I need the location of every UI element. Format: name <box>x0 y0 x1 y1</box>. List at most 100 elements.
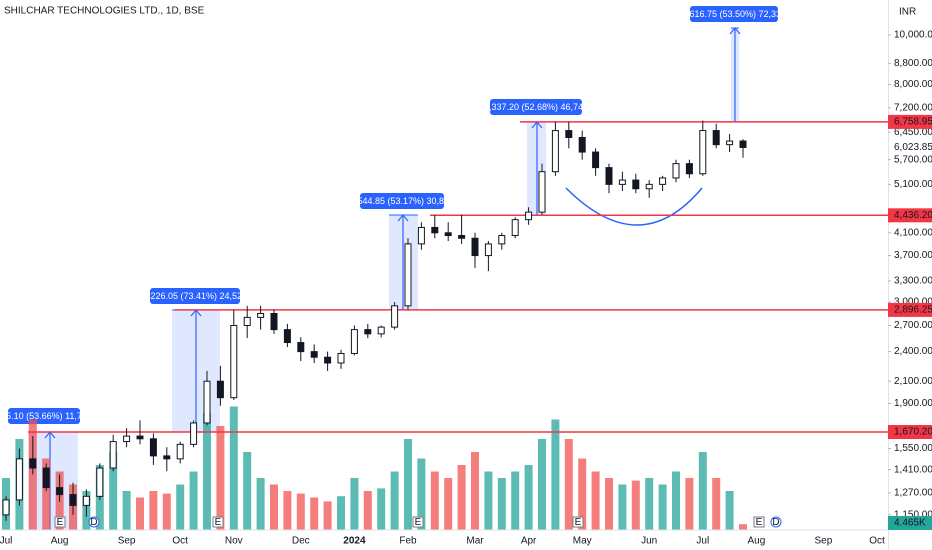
volume-bar <box>256 478 265 530</box>
volume-bar <box>203 413 211 530</box>
x-tick-label: Feb <box>399 536 417 547</box>
volume-bar <box>136 497 144 530</box>
candle-body <box>136 435 144 440</box>
candle-body <box>203 380 211 424</box>
volume-bar <box>229 406 238 530</box>
candle-body <box>190 422 198 445</box>
measures: 585.10 (53.66%) 11,702 1,226.05 (73.41%) … <box>0 6 786 530</box>
y-tick-label: 1,150.00 <box>894 509 932 520</box>
candle-body <box>364 329 372 335</box>
candle-body <box>297 342 305 353</box>
candle-body <box>243 316 251 326</box>
y-tick-label: 4,100.00 <box>894 227 932 238</box>
candle-body <box>337 352 345 364</box>
candle-body <box>498 235 506 245</box>
event-marker <box>88 516 100 528</box>
event-marker <box>753 516 765 528</box>
candle-body <box>511 219 519 237</box>
x-tick-label: May <box>573 536 592 547</box>
volume-label: 4.465K <box>894 518 926 529</box>
volume-bar <box>739 524 747 530</box>
candle-body <box>538 171 546 213</box>
candle-body <box>42 467 50 489</box>
candle-body <box>96 467 104 497</box>
candle-body <box>391 305 399 328</box>
y-tick-label: 5,700.00 <box>894 154 932 165</box>
candle-body <box>123 435 131 443</box>
cup-curve <box>565 187 703 226</box>
candle-body <box>712 130 720 146</box>
candle-body <box>726 140 734 146</box>
level-label-box <box>888 425 932 440</box>
y-tick-label: 3,000.00 <box>894 297 932 308</box>
volume-bar <box>605 478 613 530</box>
volume-bar <box>631 480 640 530</box>
level-label-box <box>888 302 932 317</box>
candle-body <box>163 455 171 460</box>
measure-label-text: 2,337.20 (52.68%) 46,744 <box>484 102 588 112</box>
volume-bar <box>471 452 479 530</box>
volume-bar <box>162 493 171 530</box>
candle-body <box>257 312 265 318</box>
level-label: 6,758.95 <box>894 117 932 128</box>
volume-bar <box>216 426 225 530</box>
event-label: E <box>215 517 222 528</box>
candle-body <box>377 326 385 335</box>
event-label: E <box>57 517 64 528</box>
candle-body <box>699 130 707 175</box>
y-tick-label: 10,000.00 <box>894 30 932 41</box>
candle-body <box>82 495 90 506</box>
measure-label-box <box>690 6 778 22</box>
volume-bar <box>511 471 520 530</box>
volume-bar <box>417 458 426 530</box>
event-label: E <box>575 517 582 528</box>
volume-bar <box>270 484 278 530</box>
volume-bar <box>658 484 667 530</box>
candle-body <box>417 226 425 245</box>
measure-label: 2,337.20 (52.68%) 46,744 <box>484 99 588 115</box>
volume-bar <box>296 493 305 530</box>
measure-label: 3,616.75 (53.50%) 72,335 <box>682 6 786 22</box>
currency: INR <box>899 7 916 18</box>
x-tick-label: Aug <box>51 536 69 547</box>
candle-body <box>444 232 452 237</box>
event-marker <box>770 516 782 528</box>
volume-bar <box>484 471 493 530</box>
candle-body <box>458 235 466 239</box>
candle-body <box>605 167 613 185</box>
x-tick-label: Sep <box>815 536 833 547</box>
level-label-box <box>888 208 932 223</box>
volume-bar <box>712 478 721 530</box>
y-tick-label: 2,400.00 <box>894 346 932 357</box>
volume-bar <box>149 491 158 530</box>
candle-body <box>659 177 667 185</box>
candle-body <box>230 324 238 399</box>
volume-bar <box>524 465 533 530</box>
volume-bar <box>430 471 439 530</box>
volume-bar <box>457 465 466 530</box>
event-marker <box>412 516 424 528</box>
candle-body <box>471 237 479 257</box>
candle-body <box>618 179 626 185</box>
volume-bar <box>538 439 546 530</box>
volume-bar <box>243 452 252 530</box>
candle-body <box>29 458 37 469</box>
y-tick-label: 3,300.00 <box>894 276 932 287</box>
volume-bar <box>310 497 319 530</box>
volume-bar <box>377 488 386 530</box>
y-tick-label: 7,200.00 <box>894 103 932 114</box>
volume-bar <box>578 458 587 530</box>
candle-body <box>216 380 224 399</box>
candle-body <box>283 329 291 344</box>
x-tick-label: Sep <box>118 536 136 547</box>
measure-label-box <box>490 99 582 115</box>
y-tick-label: 1,550.00 <box>894 443 932 454</box>
x-tick-label: Jul <box>0 536 12 547</box>
y-tick-label: 8,800.00 <box>894 58 932 69</box>
volume-bar <box>350 478 359 530</box>
volume-bar <box>390 471 399 530</box>
volume-bar <box>363 491 372 530</box>
candle-body <box>350 329 358 354</box>
